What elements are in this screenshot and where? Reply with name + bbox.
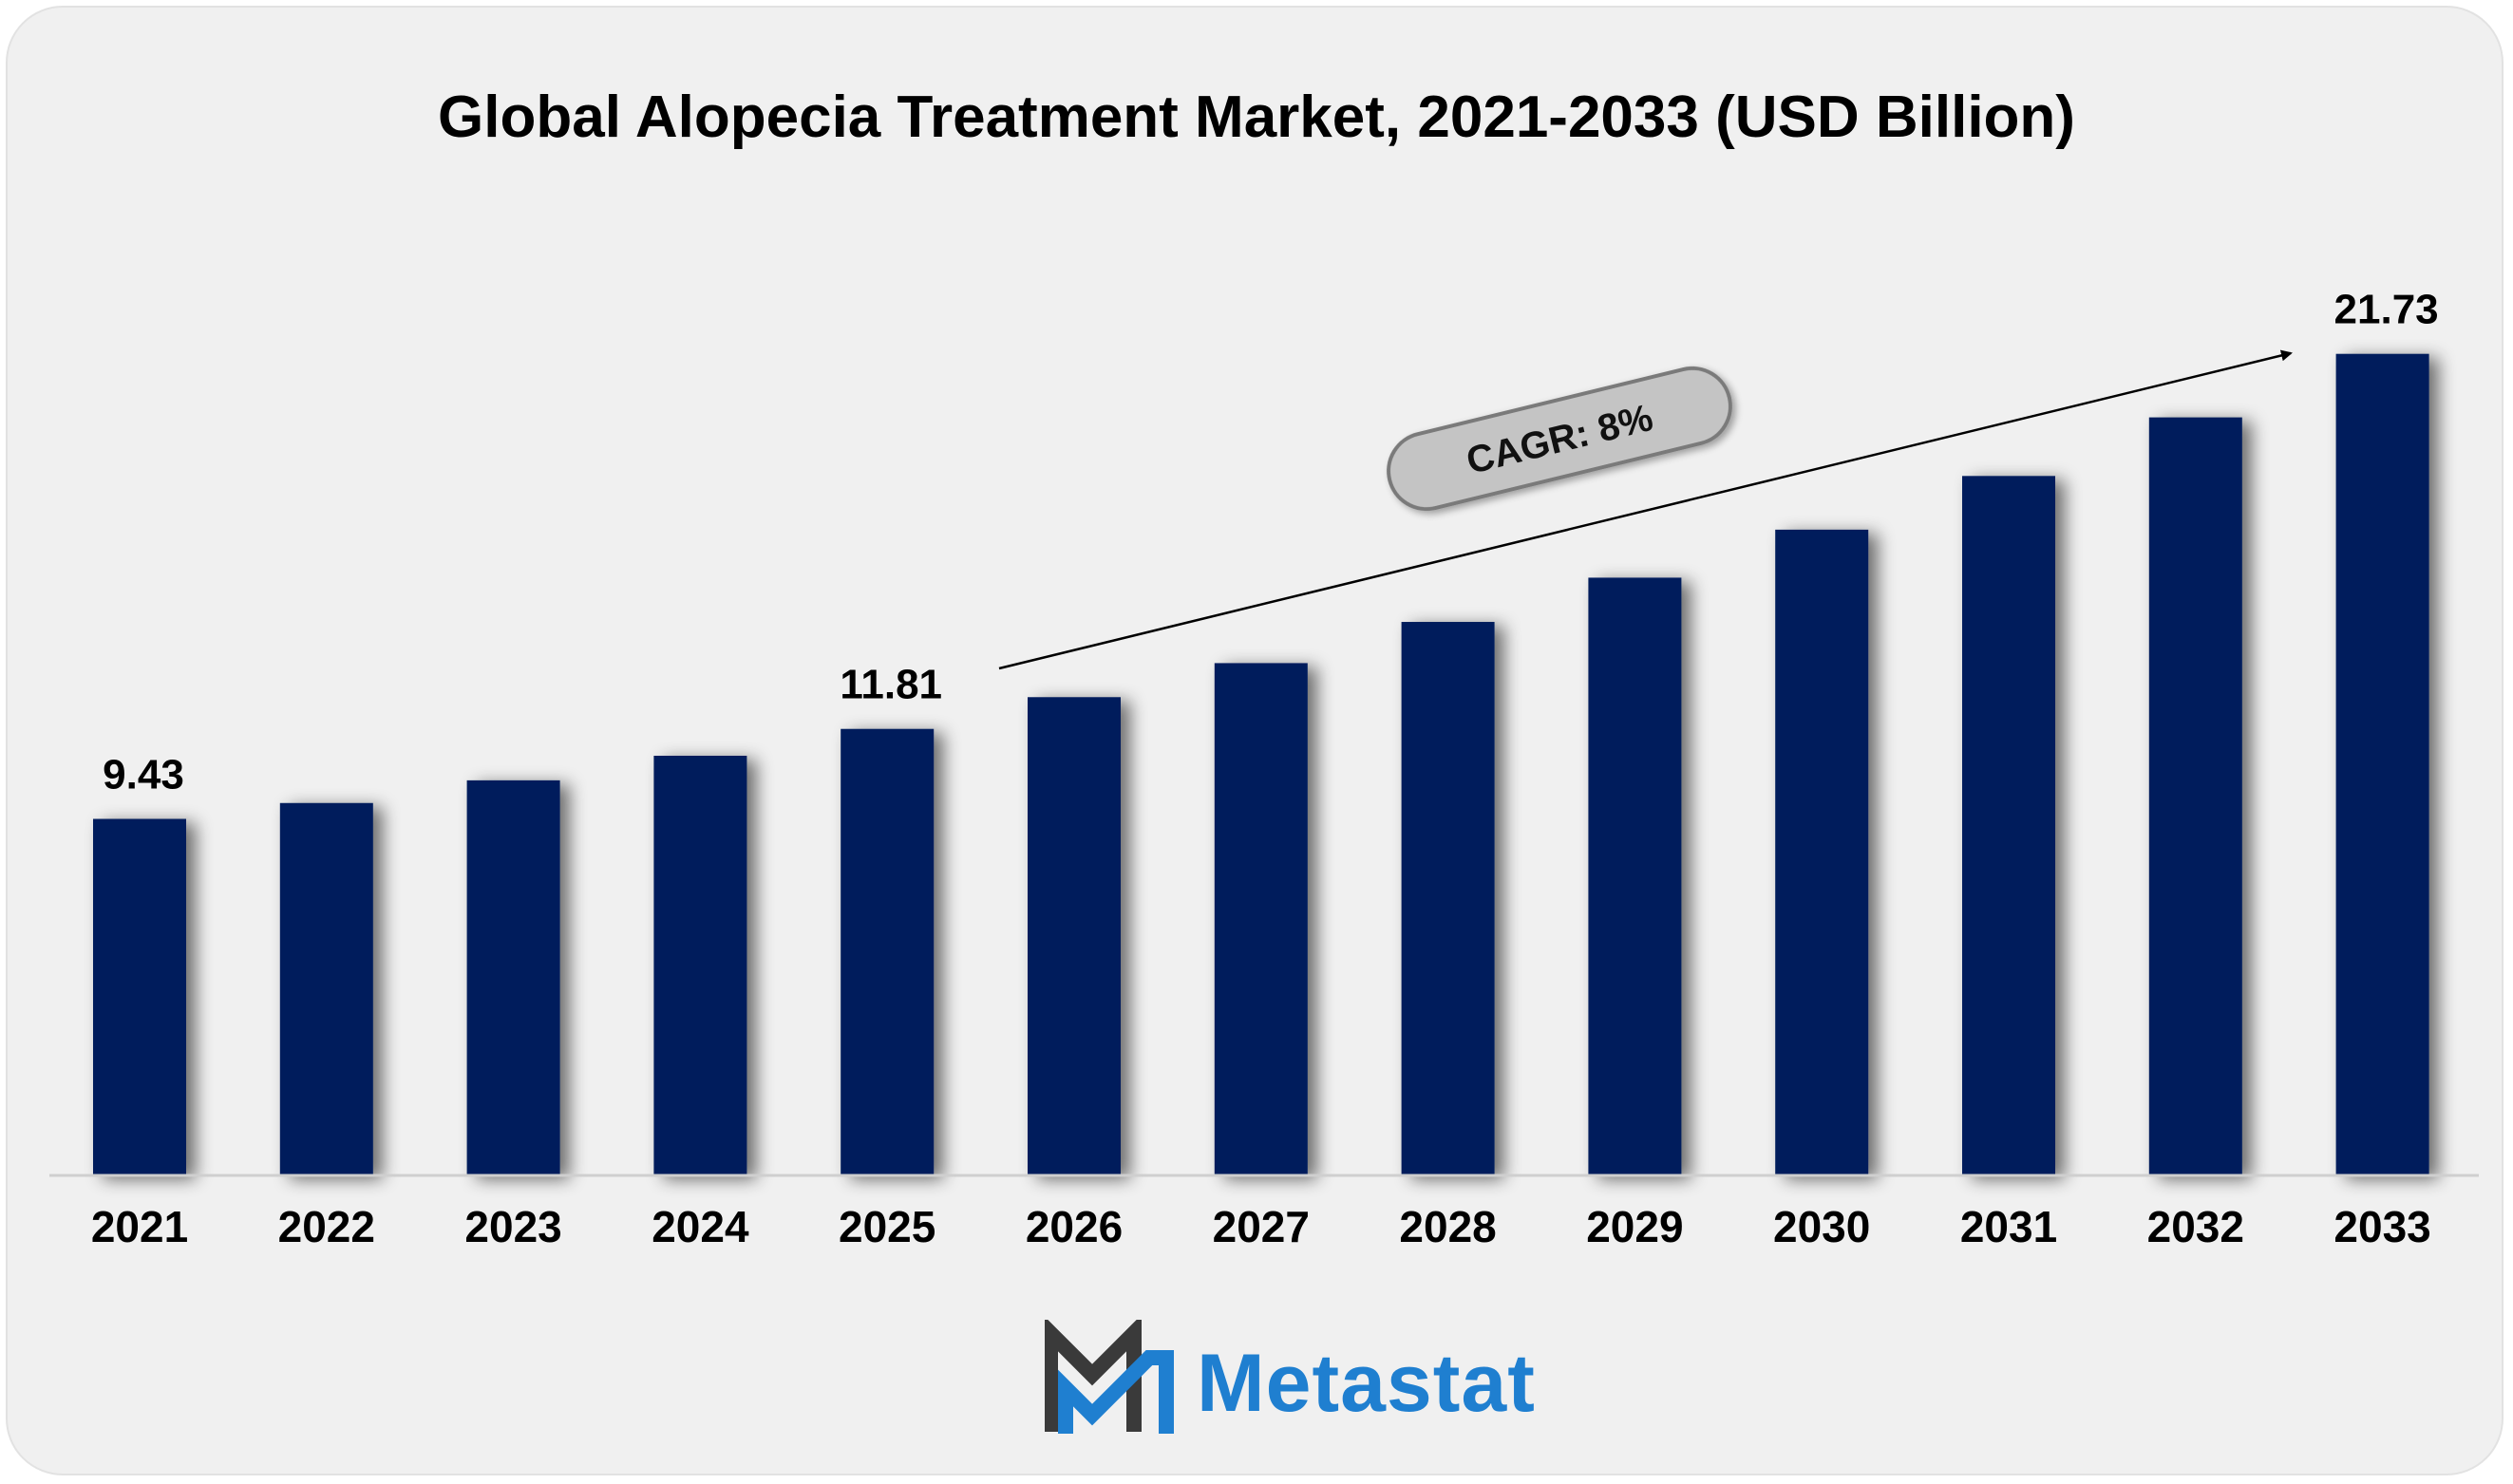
x-tick-label: 2027 <box>1213 1202 1310 1251</box>
bar-2026 <box>1028 697 1121 1175</box>
x-tick-label: 2024 <box>652 1202 749 1251</box>
x-tick-label: 2031 <box>1960 1202 2057 1251</box>
data-label: 11.81 <box>840 662 942 708</box>
data-label: 21.73 <box>2334 287 2439 333</box>
data-label: 9.43 <box>103 751 184 798</box>
x-tick-label: 2033 <box>2334 1202 2430 1251</box>
chart-title: Global Alopecia Treatment Market, 2021-2… <box>438 85 2075 150</box>
metastat-m-icon <box>1045 1320 1174 1434</box>
bar-2028 <box>1401 622 1495 1175</box>
x-tick-label: 2021 <box>91 1202 188 1251</box>
bar-2023 <box>466 780 560 1175</box>
cagr-badge: CAGR: 8% <box>1387 366 1732 512</box>
x-tick-label: 2029 <box>1586 1202 1683 1251</box>
bar-2030 <box>1775 529 1869 1175</box>
cagr-arrow <box>998 349 2293 670</box>
bar-2024 <box>653 755 747 1175</box>
logo-wordmark: Metastat <box>1197 1338 1536 1429</box>
bar-2022 <box>279 802 373 1175</box>
x-tick-label: 2022 <box>278 1202 375 1251</box>
x-tick-label: 2023 <box>464 1202 561 1251</box>
bar-2033 <box>2335 353 2429 1175</box>
bar-2032 <box>2148 417 2242 1175</box>
x-tick-label: 2028 <box>1399 1202 1496 1251</box>
metastat-logo: Metastat <box>1045 1320 1577 1453</box>
bar-2021 <box>93 818 186 1175</box>
bar-2029 <box>1588 577 1682 1175</box>
x-tick-label: 2026 <box>1026 1202 1123 1251</box>
bar-2031 <box>1962 476 2055 1176</box>
bar-2027 <box>1214 663 1308 1175</box>
x-tick-label: 2032 <box>2147 1202 2244 1251</box>
bar-2025 <box>841 728 935 1175</box>
x-tick-label: 2030 <box>1773 1202 1870 1251</box>
x-tick-label: 2025 <box>839 1202 935 1251</box>
